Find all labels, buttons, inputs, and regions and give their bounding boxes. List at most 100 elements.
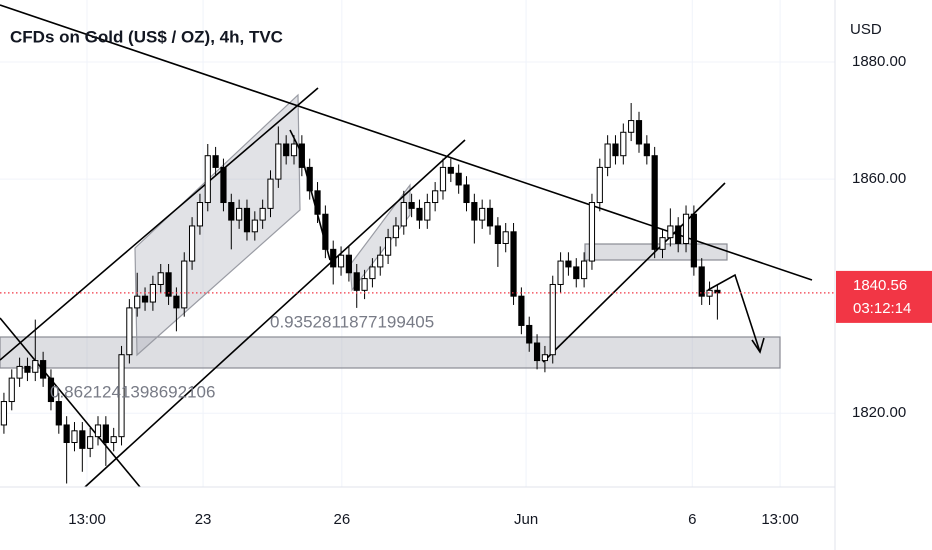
candle-body xyxy=(612,143,619,157)
candle-body xyxy=(432,190,439,204)
candle-body xyxy=(447,166,454,174)
candle-body xyxy=(392,225,400,239)
candle-body xyxy=(71,430,78,444)
candle-body xyxy=(267,178,274,209)
candle-body xyxy=(32,360,39,373)
candle-body xyxy=(212,155,219,168)
annotation: 0.8621241398692106 xyxy=(50,382,215,401)
chart-title: CFDs on Gold (US$ / OZ), 4h, TVC xyxy=(10,27,283,46)
candle-body xyxy=(251,219,258,233)
candle-body xyxy=(408,202,415,209)
candle-body xyxy=(533,342,541,362)
candle-body xyxy=(126,307,133,356)
candle-body xyxy=(47,377,55,403)
trend-line xyxy=(542,182,726,363)
candle-body xyxy=(384,237,392,256)
candle-body xyxy=(494,225,501,245)
candle-body xyxy=(588,202,596,262)
price-label-box xyxy=(836,270,932,323)
candle-body xyxy=(604,143,611,168)
channel xyxy=(349,183,411,292)
candle-body xyxy=(345,254,352,274)
candle-body xyxy=(369,266,376,280)
candle-body xyxy=(424,202,431,221)
candle-body xyxy=(322,213,329,250)
candle-body xyxy=(455,172,462,186)
x-tick-label: 13:00 xyxy=(761,511,799,528)
candle-body xyxy=(283,143,290,157)
trend-line xyxy=(0,87,319,361)
grid xyxy=(0,0,835,487)
candle-body xyxy=(55,401,62,426)
candle-body xyxy=(337,254,345,268)
candle-body xyxy=(306,166,313,192)
annotation: 0.9352811877199405 xyxy=(270,312,434,331)
candle-body xyxy=(353,272,360,291)
candle-body xyxy=(118,354,125,438)
candle-body xyxy=(8,377,15,403)
candle-body xyxy=(698,266,705,297)
candle-body xyxy=(690,213,697,268)
candle-body xyxy=(706,289,713,297)
candle-body xyxy=(416,207,423,221)
candle-body xyxy=(628,120,635,133)
candle-body xyxy=(243,207,251,233)
candle-body xyxy=(275,143,282,180)
candle-body xyxy=(330,248,337,268)
x-tick-label: 6 xyxy=(688,511,696,528)
candle-body xyxy=(290,143,298,157)
candle-body xyxy=(502,231,509,245)
candle-body xyxy=(635,120,643,145)
candle-body xyxy=(565,260,572,268)
candle-body xyxy=(667,225,674,239)
y-axis-label: USD xyxy=(850,21,882,38)
candle-body xyxy=(377,254,384,268)
axes: 1820.00 1860.00 1880.00 13:00 23 26 Jun 6 13:00 1… xyxy=(68,53,932,528)
candle-body xyxy=(102,424,109,444)
candle-body xyxy=(471,202,478,221)
arrow-head xyxy=(751,337,765,354)
candle-body xyxy=(298,143,305,168)
x-tick-label: 13:00 xyxy=(68,511,106,528)
x-tick-label: Jun xyxy=(514,511,538,528)
candle-body xyxy=(24,365,31,373)
trend-line xyxy=(0,317,141,488)
candle-body xyxy=(196,202,204,227)
candle-body xyxy=(549,283,556,356)
candle-body xyxy=(79,430,86,449)
x-tick-label: 26 xyxy=(333,511,350,528)
candle-body xyxy=(361,278,368,291)
candle-body xyxy=(463,184,470,204)
candle-body xyxy=(141,295,149,303)
candle-body xyxy=(557,260,564,285)
zone xyxy=(0,336,781,369)
candle-body xyxy=(573,266,580,280)
candle-body xyxy=(486,207,494,227)
candle-body xyxy=(0,401,8,426)
candle-body xyxy=(16,365,23,379)
candle-body xyxy=(682,213,690,244)
y-tick-label: 1820.00 xyxy=(852,404,906,421)
candle-body xyxy=(134,295,141,309)
candle-body xyxy=(188,225,196,262)
candle-body xyxy=(259,207,266,221)
candle-body xyxy=(643,143,650,157)
candle-body xyxy=(581,260,588,280)
candle-body xyxy=(620,131,627,157)
candle-body xyxy=(181,260,188,309)
candle-body xyxy=(659,237,666,250)
candle-body xyxy=(510,231,517,297)
y-tick-label: 1880.00 xyxy=(852,53,906,70)
candle-body xyxy=(165,272,172,297)
candle-body xyxy=(479,207,486,221)
candle-body xyxy=(204,155,211,204)
candle-body xyxy=(651,155,658,250)
candle-body xyxy=(87,436,94,449)
candle-body xyxy=(63,424,70,444)
candle-body xyxy=(228,202,235,221)
candle-body xyxy=(439,166,447,192)
trend-line xyxy=(84,139,466,488)
candle-body xyxy=(596,166,603,204)
candle-body xyxy=(94,424,102,438)
